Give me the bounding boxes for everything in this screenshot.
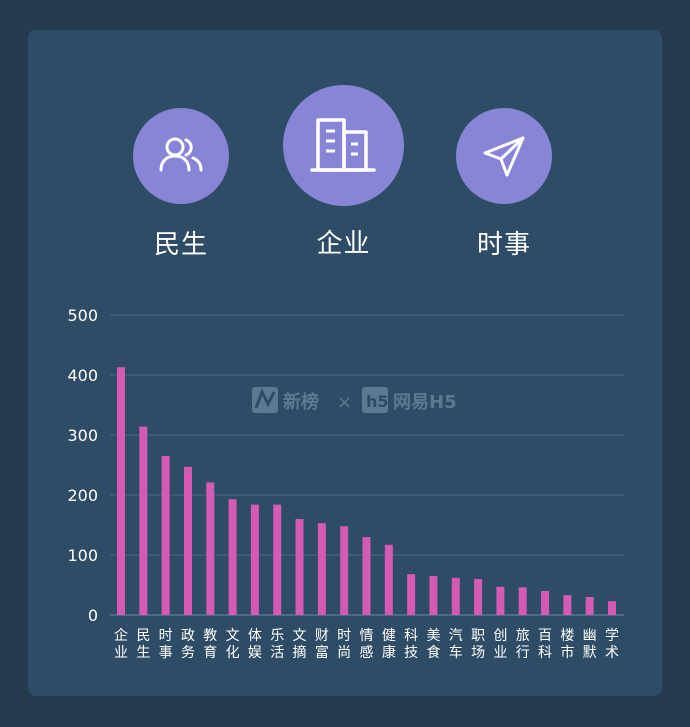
watermark: 新榜 × h5 网易H5: [252, 387, 457, 413]
bar-9: [317, 523, 326, 615]
tab-qiye[interactable]: 企业: [283, 85, 404, 260]
bar-3: [183, 466, 192, 615]
x-tick-label: 乐活: [270, 628, 284, 661]
tab-label: 民生: [153, 230, 208, 260]
y-axis-ticks: 0 100 200 300 400 500: [67, 306, 98, 625]
x-tick-label: 教育: [203, 628, 217, 661]
x-tick-label: 学术: [605, 628, 619, 661]
x-tick-label: 企业: [114, 627, 128, 661]
y-tick-label: 0: [88, 606, 98, 625]
watermark-sep: ×: [337, 392, 352, 413]
x-tick-label: 科技: [404, 628, 418, 661]
bar-5: [228, 499, 237, 615]
tab-label: 时事: [476, 230, 531, 260]
bar-2: [161, 456, 170, 615]
x-tick-label: 文化: [226, 628, 240, 661]
tab-shishi[interactable]: 时事: [456, 108, 552, 261]
building-icon-circle: [283, 85, 404, 206]
bar-1: [139, 426, 148, 615]
send-icon: [483, 136, 525, 177]
bar-8: [295, 519, 304, 615]
bar-0: [117, 367, 125, 615]
x-tick-label: 职场: [471, 628, 485, 661]
y-tick-label: 500: [67, 306, 98, 325]
x-tick-label: 时事: [159, 628, 173, 661]
bar-20: [563, 595, 572, 615]
x-tick-label: 汽车: [449, 628, 463, 661]
bar-13: [407, 574, 416, 615]
y-tick-label: 300: [67, 426, 98, 445]
x-axis-labels: 企业民生时事政务教育文化体娱乐活文摘财富时尚情感健康科技美食汽车职场创业旅行百科…: [114, 627, 619, 661]
bar-11: [362, 537, 371, 615]
y-tick-label: 400: [67, 366, 98, 385]
send-icon-circle: [456, 108, 552, 204]
x-tick-label: 财富: [315, 628, 329, 661]
watermark-left: 新榜: [283, 391, 319, 413]
watermark-right: 网易H5: [393, 392, 457, 413]
bar-17: [496, 586, 505, 615]
bar-21: [585, 597, 594, 615]
bar-18: [518, 587, 527, 615]
bar-14: [429, 576, 438, 615]
tab-label: 企业: [316, 229, 371, 259]
h5-logo-icon: h5: [362, 387, 389, 413]
x-tick-label: 幽默: [583, 628, 597, 661]
y-tick-label: 200: [67, 486, 98, 505]
bar-4: [206, 482, 215, 615]
x-tick-label: 情感: [360, 628, 374, 661]
x-tick-label: 创业: [493, 628, 507, 661]
people-icon-circle: [133, 108, 229, 204]
x-tick-label: 时尚: [337, 628, 351, 661]
bar-7: [273, 504, 282, 615]
x-tick-label: 楼市: [560, 628, 574, 661]
bar-22: [608, 601, 616, 615]
people-icon: [159, 137, 203, 172]
x-tick-label: 百科: [538, 628, 552, 661]
bars: [117, 367, 616, 615]
tab-minsheng[interactable]: 民生: [133, 108, 229, 261]
bar-19: [541, 591, 550, 615]
bar-15: [451, 577, 460, 615]
x-tick-label: 健康: [382, 628, 396, 661]
x-tick-label: 体娱: [248, 628, 262, 661]
xinbang-logo-icon: [252, 387, 278, 413]
x-tick-label: 政务: [181, 628, 195, 661]
bar-10: [340, 526, 349, 615]
x-tick-label: 旅行: [516, 628, 530, 661]
svg-text:h5: h5: [366, 392, 389, 411]
bar-16: [474, 579, 483, 615]
building-icon: [309, 117, 376, 172]
x-tick-label: 民生: [136, 628, 150, 661]
x-tick-label: 文摘: [293, 628, 307, 661]
bar-6: [250, 504, 259, 615]
x-tick-label: 美食: [426, 628, 440, 661]
bar-12: [384, 544, 393, 615]
y-tick-label: 100: [67, 546, 98, 565]
